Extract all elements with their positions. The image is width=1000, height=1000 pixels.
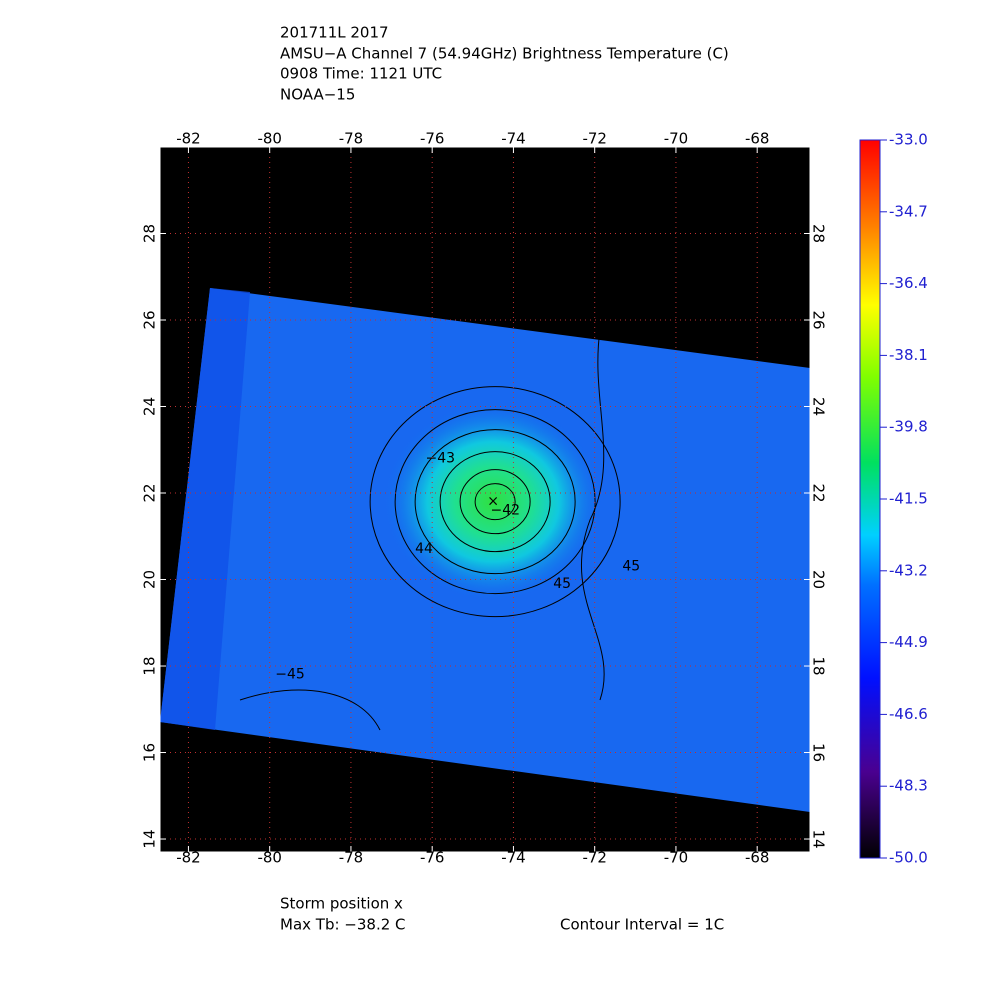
contour [414,429,576,575]
x-tick-label-bottom: -72 [582,849,607,867]
contour [580,329,605,701]
colorbar [859,139,881,859]
y-tick-label-left: 28 [141,224,159,243]
title-line: NOAA−15 [280,86,355,104]
map-area: × −43 44 −42 45 45 −45 [160,147,810,852]
y-tick-label-right: 24 [810,397,828,416]
colorbar-label: -48.3 [889,777,928,795]
colorbar-label: -38.1 [889,346,928,364]
contour [394,409,596,595]
y-tick-label-right: 16 [810,743,828,762]
x-tick-label-top: -82 [176,130,201,148]
title-line: 0908 Time: 1121 UTC [280,65,442,83]
colorbar-label: -34.7 [889,202,928,220]
y-tick-label-right: 20 [810,570,828,589]
title-line: 201711L 2017 [280,24,389,42]
x-tick-label-bottom: -70 [664,849,689,867]
map-frame [159,146,811,853]
x-tick-label-bottom: -80 [257,849,282,867]
contour [439,451,551,553]
x-tick-label-top: -78 [339,130,364,148]
colorbar-label: -41.5 [889,490,928,508]
x-tick-label-top: -74 [501,130,526,148]
contour-label: 45 [622,559,640,575]
contour-label: −42 [491,502,521,518]
y-tick-label-left: 18 [141,656,159,675]
x-tick-label-top: -68 [745,130,770,148]
x-tick-label-bottom: -82 [176,849,201,867]
colorbar-label: -39.8 [889,418,928,436]
footer-text: Contour Interval = 1C [560,916,724,934]
colorbar-label: -50.0 [889,849,928,867]
contour-label: −43 [426,450,456,466]
x-tick-label-bottom: -68 [745,849,770,867]
colorbar-label: -36.4 [889,274,928,292]
y-tick-label-right: 26 [810,310,828,329]
x-tick-label-bottom: -76 [420,849,445,867]
x-tick-label-top: -70 [664,130,689,148]
storm-marker: × [487,494,499,510]
x-tick-label-top: -80 [257,130,282,148]
contour-label: 44 [415,541,433,557]
y-tick-label-left: 20 [141,570,159,589]
y-tick-label-right: 22 [810,483,828,502]
y-tick-label-left: 14 [141,829,159,848]
contour-label: 45 [553,576,571,592]
contour [369,386,621,618]
footer-text: Storm position x [280,895,403,913]
y-tick-label-right: 14 [810,829,828,848]
colorbar-label: -44.9 [889,633,928,651]
y-tick-label-right: 28 [810,224,828,243]
colorbar-label: -33.0 [889,131,928,149]
x-tick-label-bottom: -78 [339,849,364,867]
y-tick-label-left: 26 [141,310,159,329]
title-line: AMSU−A Channel 7 (54.94GHz) Brightness T… [280,45,729,63]
contour-label: −45 [275,667,305,683]
y-tick-label-right: 18 [810,656,828,675]
y-tick-label-left: 16 [141,743,159,762]
y-tick-label-left: 24 [141,397,159,416]
colorbar-label: -46.6 [889,705,928,723]
contour [474,483,516,521]
colorbar-label: -43.2 [889,561,928,579]
footer-text: Max Tb: −38.2 C [280,916,406,934]
x-tick-label-bottom: -74 [501,849,526,867]
contour [239,689,381,731]
x-tick-label-top: -76 [420,130,445,148]
x-tick-label-top: -72 [582,130,607,148]
y-tick-label-left: 22 [141,483,159,502]
contour [459,469,531,535]
swath-edge [160,288,250,730]
